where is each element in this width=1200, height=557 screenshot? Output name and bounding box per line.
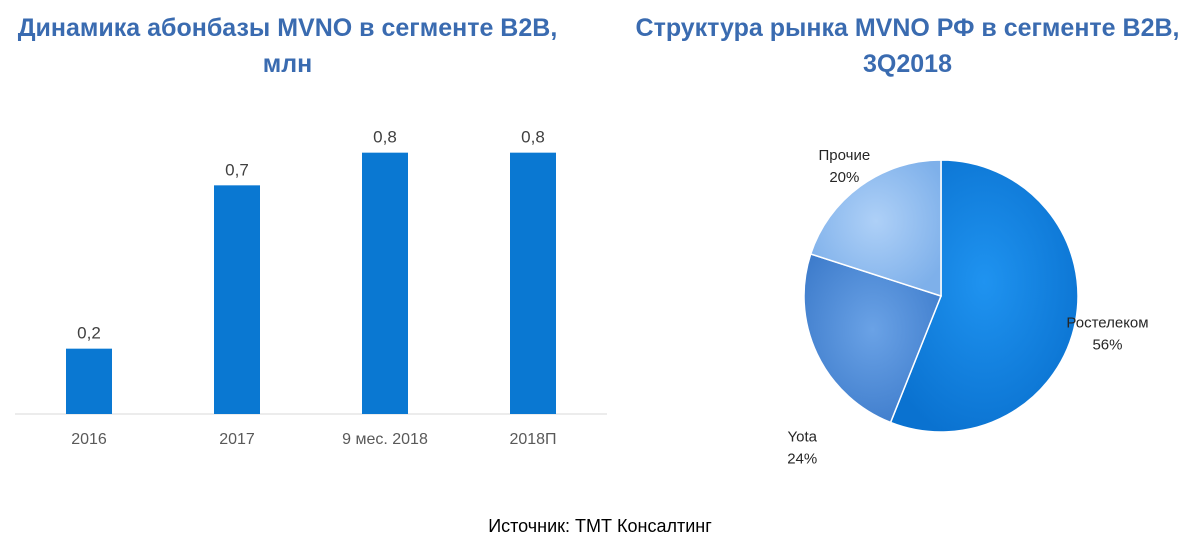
bar-2 xyxy=(362,152,408,414)
bar-category-label-2: 9 мес. 2018 xyxy=(342,431,428,448)
bar-3 xyxy=(510,152,556,414)
bar-chart-title-line2: млн xyxy=(262,50,313,78)
source-note: Источник: ТМТ Консалтинг xyxy=(488,516,712,536)
bar-chart: 0,2 2016 0,7 2017 0,8 9 мес. 2018 0,8 2018П xyxy=(15,128,607,448)
pie-chart-title: Структура рынка MVNO РФ в сегменте B2B, … xyxy=(615,10,1200,82)
bar-data-label-0: 0,2 xyxy=(77,324,101,343)
bar-data-label-3: 0,8 xyxy=(521,128,545,147)
pie-chart-title-line2: 3Q2018 xyxy=(863,50,952,78)
pie-slice-1 xyxy=(803,253,942,424)
bar-category-label-0: 2016 xyxy=(71,431,107,448)
pie-slice-value-0: 56% xyxy=(1092,337,1122,354)
pie-slice-value-1: 24% xyxy=(787,450,817,467)
pie-slice-name-0: Ростелеком xyxy=(1066,315,1148,332)
bar-category-label-3: 2018П xyxy=(509,431,556,448)
bar-data-label-1: 0,7 xyxy=(225,160,249,179)
bar-chart-title-line1: Динамика абонбазы MVNO в сегменте B2B, xyxy=(17,14,558,42)
bar-category-label-1: 2017 xyxy=(219,431,255,448)
bar-chart-title: Динамика абонбазы MVNO в сегменте B2B, м… xyxy=(0,10,575,82)
pie-slice-0 xyxy=(889,159,1079,433)
pie-slice-name-1: Yota xyxy=(788,428,818,445)
pie-chart-title-line1: Структура рынка MVNO РФ в сегменте B2B, xyxy=(635,14,1180,42)
bar-0 xyxy=(66,348,112,414)
pie-chart: Ростелеком 56% Yota 24% Прочие 20% xyxy=(787,147,1148,468)
pie-slice-2 xyxy=(809,159,942,298)
bar-data-label-2: 0,8 xyxy=(373,128,397,147)
pie-slice-value-2: 20% xyxy=(829,169,859,186)
pie-slice-name-2: Прочие xyxy=(819,147,871,164)
bar-1 xyxy=(214,185,260,414)
